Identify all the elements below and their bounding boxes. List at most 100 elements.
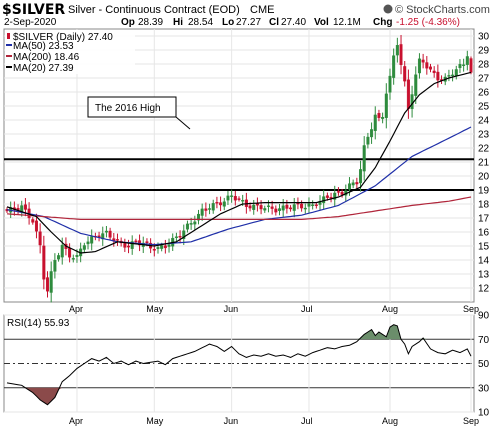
low-value: 27.27 [236,17,261,28]
candle-body [152,249,156,251]
candle-body [211,203,215,211]
candle-body [355,182,359,185]
rsi-line-group [6,324,472,406]
price-tick-label: 21 [478,158,490,169]
legend-background [5,30,135,74]
close-value: 27.40 [281,17,306,28]
candle-body [278,208,282,211]
annotation-pointer [175,116,191,130]
price-tick-label: 29 [478,46,490,57]
price-tick-label: 17 [478,214,490,225]
candle-body [292,204,296,211]
rsi-tick-label: 90 [478,311,490,322]
candle-body [384,93,388,118]
candle-body [454,69,458,77]
rsi-line [6,324,472,406]
close-label: Cl [269,17,279,28]
rsi-month-label: Jul [301,416,313,426]
price-tick-label: 19 [478,186,490,197]
candle-body [248,205,252,209]
legend-text-ma20: MA(20) 27.39 [13,63,74,74]
candle-body [82,245,86,250]
candle-body [196,213,200,221]
candle-body [49,271,53,293]
chart-exchange: CME [250,4,274,16]
rsi-month-label: Apr [69,416,83,426]
candle-body [281,205,285,211]
price-tick-label: 27 [478,74,490,85]
price-tick-label: 13 [478,270,490,281]
candle-body [185,223,189,230]
candle-body [230,195,234,197]
candle-body [417,58,421,74]
change-value: -1.25 (-4.36%) [396,17,460,28]
price-panel: 12 13 14 15 16 17 18 19 20 21 22 23 24 25 26 27 28 29 30 A… [3,28,490,314]
candle-body [425,62,429,69]
candle-body [395,45,399,56]
annotation-box [87,96,177,118]
price-tick-label: 25 [478,102,490,113]
candle-body [226,195,230,201]
candle-body [325,195,329,198]
candle-body [296,202,300,205]
candle-body [285,204,289,209]
candle-body [115,239,119,241]
open-label: Op [121,17,135,28]
rsi-tick-label: 50 [478,359,490,370]
quote-date: 2-Sep-2020 [4,17,57,28]
candle-body [303,207,307,210]
candle-body [311,204,315,206]
candle-body [314,204,318,206]
candle-body [432,70,436,74]
candle-body [340,191,344,195]
price-tick-label: 18 [478,200,490,211]
candle-body [145,241,149,244]
ma-line-ma50 [6,126,472,246]
price-month-label: Sep [463,304,479,314]
moving-averages [6,71,472,254]
candle-body [42,245,46,280]
candle-body [174,236,178,238]
candle-body [167,244,171,247]
legend-item-price: $SILVER (Daily) 27.40 [7,32,113,43]
price-axis-ticks: 12 13 14 15 16 17 18 19 20 21 22 23 24 25 26 27 28 29 30 [478,32,490,295]
candle-body [274,208,278,213]
price-tick-label: 12 [478,284,490,295]
legend-item-ma50: MA(50) 23.53 [6,41,74,52]
chart-symbol: $SILVER [2,2,65,18]
candle-icon [7,33,10,39]
legend-item-ma20: MA(20) 27.39 [6,63,74,74]
candle-body [322,196,326,204]
high-value: 28.54 [188,17,213,28]
candle-body [193,221,197,225]
candle-body [266,205,270,207]
rsi-axis-months: Apr May Jun Jul Aug Sep [69,416,479,426]
rsi-fills [7,324,471,405]
candle-body [469,58,473,73]
candle-body [307,203,311,207]
candle-body [134,240,138,243]
candle-body [160,245,164,249]
rsi-oversold-fill [7,387,471,405]
candle-body [381,117,385,119]
candle-body [189,223,193,225]
candle-body [388,75,392,93]
annotation-text: The 2016 High [95,103,161,114]
price-panel-frame [3,28,475,303]
candle-body [57,255,61,260]
candle-body [46,277,50,292]
candle-body [182,230,186,239]
legend-text-ma50: MA(50) 23.53 [13,41,74,52]
candle-body [270,206,274,209]
candle-body [204,208,208,211]
high-label: Hi [173,17,183,28]
candle-body [237,198,241,200]
candle-body [377,113,381,118]
rsi-tick-label: 70 [478,335,490,346]
price-tick-label: 28 [478,60,490,71]
candle-body [241,200,245,202]
candle-body [23,204,27,210]
candle-body [359,169,363,184]
annotation-2016-high: The 2016 High [87,96,191,130]
candle-body [436,71,440,81]
